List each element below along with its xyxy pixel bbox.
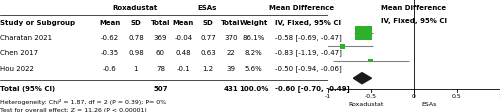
Text: 507: 507 xyxy=(153,85,168,91)
Text: 0.48: 0.48 xyxy=(176,50,191,56)
Text: -0.62: -0.62 xyxy=(100,34,119,41)
Text: SD: SD xyxy=(202,20,213,26)
Text: Total (95% CI): Total (95% CI) xyxy=(0,85,55,91)
Text: -0.6: -0.6 xyxy=(103,65,117,71)
Text: 0: 0 xyxy=(412,94,416,98)
Text: -0.83 [-1.19, -0.47]: -0.83 [-1.19, -0.47] xyxy=(275,49,342,56)
Text: Total: Total xyxy=(221,20,240,26)
Polygon shape xyxy=(354,73,372,84)
Text: 1: 1 xyxy=(134,65,138,71)
Text: 5.6%: 5.6% xyxy=(245,65,262,71)
Text: -1: -1 xyxy=(324,94,330,98)
Text: 22: 22 xyxy=(226,50,235,56)
Text: SD: SD xyxy=(130,20,141,26)
Text: Mean Difference: Mean Difference xyxy=(381,4,446,11)
Text: Mean Difference: Mean Difference xyxy=(268,5,334,11)
Text: 431: 431 xyxy=(224,85,238,91)
Text: -0.50 [-0.94, -0.06]: -0.50 [-0.94, -0.06] xyxy=(275,65,342,72)
Text: 100.0%: 100.0% xyxy=(239,85,268,91)
Bar xyxy=(368,59,373,63)
Text: Mean: Mean xyxy=(99,20,120,26)
Text: -0.60 [-0.70, -0.49]: -0.60 [-0.70, -0.49] xyxy=(275,84,350,91)
Text: 369: 369 xyxy=(154,34,167,41)
Text: 0.5: 0.5 xyxy=(452,94,462,98)
Text: Roxadustat: Roxadustat xyxy=(112,5,158,11)
Text: 86.1%: 86.1% xyxy=(242,34,265,41)
Text: -0.04: -0.04 xyxy=(174,34,192,41)
Text: -0.1: -0.1 xyxy=(176,65,190,71)
Text: 0.63: 0.63 xyxy=(200,50,216,56)
Text: 8.2%: 8.2% xyxy=(245,50,262,56)
Text: 60: 60 xyxy=(156,50,165,56)
Text: Test for overall effect: Z = 11.26 (P < 0.00001): Test for overall effect: Z = 11.26 (P < … xyxy=(0,107,147,112)
Text: 39: 39 xyxy=(226,65,235,71)
Text: Study or Subgroup: Study or Subgroup xyxy=(0,20,75,26)
Text: 0.77: 0.77 xyxy=(200,34,216,41)
Text: 1: 1 xyxy=(498,94,500,98)
Text: Hou 2022: Hou 2022 xyxy=(0,65,34,71)
Text: Weight: Weight xyxy=(240,20,268,26)
Text: 1.2: 1.2 xyxy=(202,65,213,71)
Text: IV, Fixed, 95% CI: IV, Fixed, 95% CI xyxy=(275,20,341,26)
Text: Heterogeneity: Chi² = 1.87, df = 2 (P = 0.39); P= 0%: Heterogeneity: Chi² = 1.87, df = 2 (P = … xyxy=(0,98,166,104)
Text: Mean: Mean xyxy=(173,20,194,26)
Text: IV, Fixed, 95% CI: IV, Fixed, 95% CI xyxy=(381,17,447,24)
Text: ESAs: ESAs xyxy=(198,5,217,11)
Text: Total: Total xyxy=(150,20,170,26)
Text: Roxadustat: Roxadustat xyxy=(348,101,384,107)
Text: 370: 370 xyxy=(224,34,237,41)
Text: ESAs: ESAs xyxy=(422,101,437,107)
Text: Charatan 2021: Charatan 2021 xyxy=(0,34,52,41)
Text: 0.78: 0.78 xyxy=(128,34,144,41)
Text: 0.98: 0.98 xyxy=(128,50,144,56)
Bar xyxy=(340,45,345,49)
Text: -0.35: -0.35 xyxy=(100,50,119,56)
Text: -0.58 [-0.69, -0.47]: -0.58 [-0.69, -0.47] xyxy=(275,34,342,41)
Bar xyxy=(355,27,372,41)
Text: 78: 78 xyxy=(156,65,165,71)
Text: Chen 2017: Chen 2017 xyxy=(0,50,38,56)
Text: -0.5: -0.5 xyxy=(364,94,376,98)
